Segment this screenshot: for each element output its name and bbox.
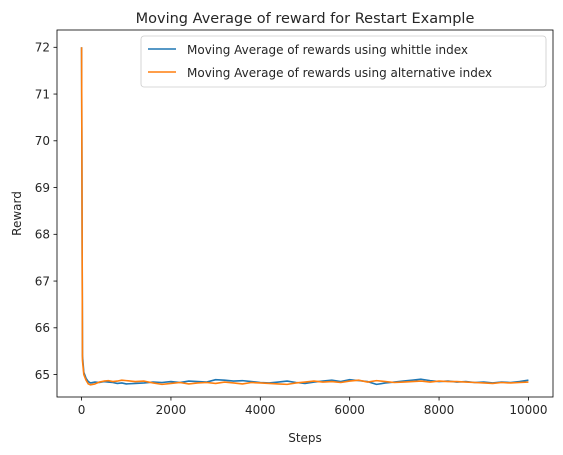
legend-label-alternative: Moving Average of rewards using alternat… xyxy=(187,66,492,80)
chart-title: Moving Average of reward for Restart Exa… xyxy=(136,11,475,27)
y-tick-label: 66 xyxy=(35,321,50,335)
y-tick-label: 65 xyxy=(35,368,50,382)
y-axis-label: Reward xyxy=(10,191,24,236)
series-lines xyxy=(80,47,529,386)
y-tick-label: 68 xyxy=(35,228,50,242)
y-tick-label: 71 xyxy=(35,87,50,101)
x-tick-label: 2000 xyxy=(156,403,187,417)
legend-label-whittle: Moving Average of rewards using whittle … xyxy=(187,43,468,57)
y-tick-label: 70 xyxy=(35,134,50,148)
plot-frame xyxy=(56,29,554,398)
x-tick-label: 0 xyxy=(78,403,86,417)
x-tick-label: 8000 xyxy=(424,403,455,417)
x-tick-label: 4000 xyxy=(245,403,276,417)
plot-area xyxy=(56,29,554,398)
x-tick-label: 6000 xyxy=(334,403,365,417)
x-tick-label: 10000 xyxy=(509,403,547,417)
y-tick-label: 67 xyxy=(35,274,50,288)
y-tick-label: 72 xyxy=(35,41,50,55)
x-axis-label: Steps xyxy=(288,431,322,445)
y-tick-label: 69 xyxy=(35,181,50,195)
legend-box xyxy=(140,35,547,88)
y-axis-ticks: 65 66 67 68 69 70 71 72 xyxy=(35,41,57,382)
legend: Moving Average of rewards using whittle … xyxy=(140,35,547,88)
x-axis-ticks: 0 2000 4000 6000 8000 10000 xyxy=(78,397,548,417)
series-line-alternative xyxy=(80,47,529,386)
